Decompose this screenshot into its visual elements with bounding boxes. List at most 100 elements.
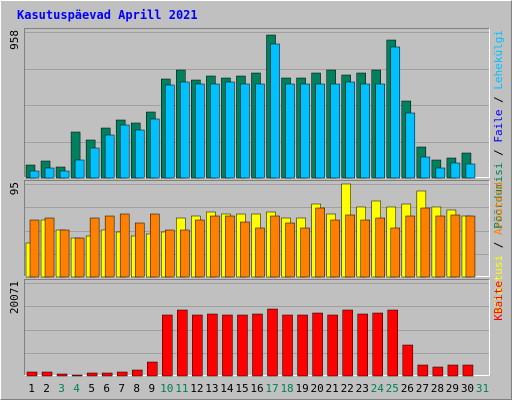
bar-arvuteid — [270, 215, 280, 278]
bar-kbaite — [282, 314, 293, 377]
panel-middle-bevel-dark — [24, 180, 490, 277]
bar-faile — [59, 170, 70, 179]
panel-top-legend-item-4: Lehekülgi — [492, 30, 505, 90]
x-tick-label: 30 — [461, 382, 474, 395]
bar-kbaite — [41, 371, 53, 377]
bar-faile — [315, 83, 325, 179]
panel-top-legend-item-0: Pöördumisi — [492, 162, 505, 228]
bar-arvuteid — [330, 219, 340, 278]
panel-middle: 95 Külastusi / Arvuteid — [8, 180, 505, 314]
bar-arvuteid — [134, 222, 145, 278]
x-tick-label: 26 — [401, 382, 414, 395]
panel-bottom-legend: KBaite — [492, 281, 505, 321]
bar-faile — [240, 83, 250, 179]
panel-top-legend-item-3: / — [492, 90, 505, 110]
bar-faile — [44, 167, 55, 179]
bar-faile — [29, 170, 40, 179]
bar-faile — [360, 83, 370, 179]
x-tick-label: 28 — [431, 382, 444, 395]
bar-faile — [390, 46, 401, 179]
x-tick-label: 15 — [235, 382, 248, 395]
panel-top-legend-item-1: / — [492, 143, 505, 163]
x-tick-label: 23 — [356, 382, 369, 395]
bar-faile — [104, 134, 115, 179]
bar-arvuteid — [225, 215, 235, 278]
panel-top-legend-item-2: Faile — [492, 109, 505, 142]
x-tick-label: 27 — [416, 382, 429, 395]
x-tick-label: 14 — [220, 382, 234, 395]
bar-kbaite — [252, 313, 263, 377]
bar-arvuteid — [390, 227, 401, 278]
bar-arvuteid — [465, 215, 476, 278]
bar-faile — [180, 81, 190, 179]
x-tick-label: 9 — [148, 382, 155, 395]
x-tick-label: 8 — [133, 382, 140, 395]
panel-bottom: 20071 KBaite — [8, 279, 505, 377]
bar-arvuteid — [195, 219, 205, 278]
x-tick-label: 31 — [476, 382, 489, 395]
bar-faile — [300, 83, 310, 179]
x-tick-label: 29 — [446, 382, 459, 395]
bar-arvuteid — [165, 229, 175, 278]
bar-arvuteid — [450, 214, 461, 278]
bar-kbaite — [147, 361, 158, 377]
bar-arvuteid — [345, 214, 355, 278]
x-tick-label: 12 — [190, 382, 203, 395]
x-tick-label: 6 — [103, 382, 110, 395]
panel-top: 958 Pöördumisi / Faile / Lehekülgi — [8, 28, 505, 229]
bar-kbaite — [237, 314, 248, 377]
chart-title: Kasutuspäevad Aprill 2021 — [17, 8, 198, 22]
bar-faile — [119, 124, 130, 179]
bar-arvuteid — [44, 217, 55, 278]
panel-middle-legend: Külastusi / Arvuteid — [492, 182, 505, 314]
bar-kbaite — [26, 371, 38, 377]
x-tick-label: 10 — [160, 382, 173, 395]
bar-arvuteid — [180, 229, 190, 278]
bar-faile — [150, 118, 160, 179]
bar-faile — [375, 83, 385, 179]
bar-arvuteid — [315, 207, 325, 278]
bar-kbaite — [192, 314, 203, 377]
bar-arvuteid — [255, 227, 265, 278]
bar-kbaite — [207, 313, 218, 377]
bar-kbaite — [56, 373, 68, 377]
bar-faile — [225, 81, 235, 179]
bar-faile — [345, 81, 355, 179]
bar-kbaite — [432, 366, 444, 377]
bar-kbaite — [222, 314, 233, 377]
bar-kbaite — [372, 312, 383, 377]
bar-faile — [285, 83, 295, 179]
panel-bottom-bevel-dark — [24, 279, 490, 376]
bar-arvuteid — [104, 215, 115, 278]
x-tick-label: 13 — [205, 382, 218, 395]
x-tick-label: 3 — [58, 382, 65, 395]
bar-kbaite — [162, 314, 173, 377]
bar-kbaite — [447, 364, 459, 377]
x-tick-label: 4 — [73, 382, 80, 395]
x-tick-label: 2 — [43, 382, 50, 395]
bar-kbaite — [297, 314, 308, 377]
bar-kbaite — [417, 364, 429, 377]
bar-faile — [255, 83, 265, 179]
bar-kbaite — [342, 309, 353, 377]
bar-arvuteid — [435, 215, 446, 278]
x-tick-label: 1 — [28, 382, 35, 395]
bar-kbaite — [86, 372, 98, 377]
bar-arvuteid — [210, 215, 220, 278]
bar-faile — [465, 163, 476, 179]
bar-arvuteid — [285, 222, 295, 278]
x-tick-label: 5 — [88, 382, 95, 395]
bar-faile — [195, 83, 205, 179]
x-tick-label: 21 — [326, 382, 339, 395]
x-tick-label: 7 — [118, 382, 125, 395]
bar-arvuteid — [360, 219, 370, 278]
bar-kbaite — [267, 308, 278, 377]
bar-kbaite — [116, 371, 128, 377]
bar-kbaite — [387, 309, 399, 377]
panel-top-legend: Pöördumisi / Faile / Lehekülgi — [492, 30, 505, 229]
bar-faile — [134, 129, 145, 179]
panel-bottom-legend-item-0: KBaite — [492, 281, 505, 321]
x-tick-label: 20 — [311, 382, 324, 395]
bar-faile — [165, 84, 175, 179]
